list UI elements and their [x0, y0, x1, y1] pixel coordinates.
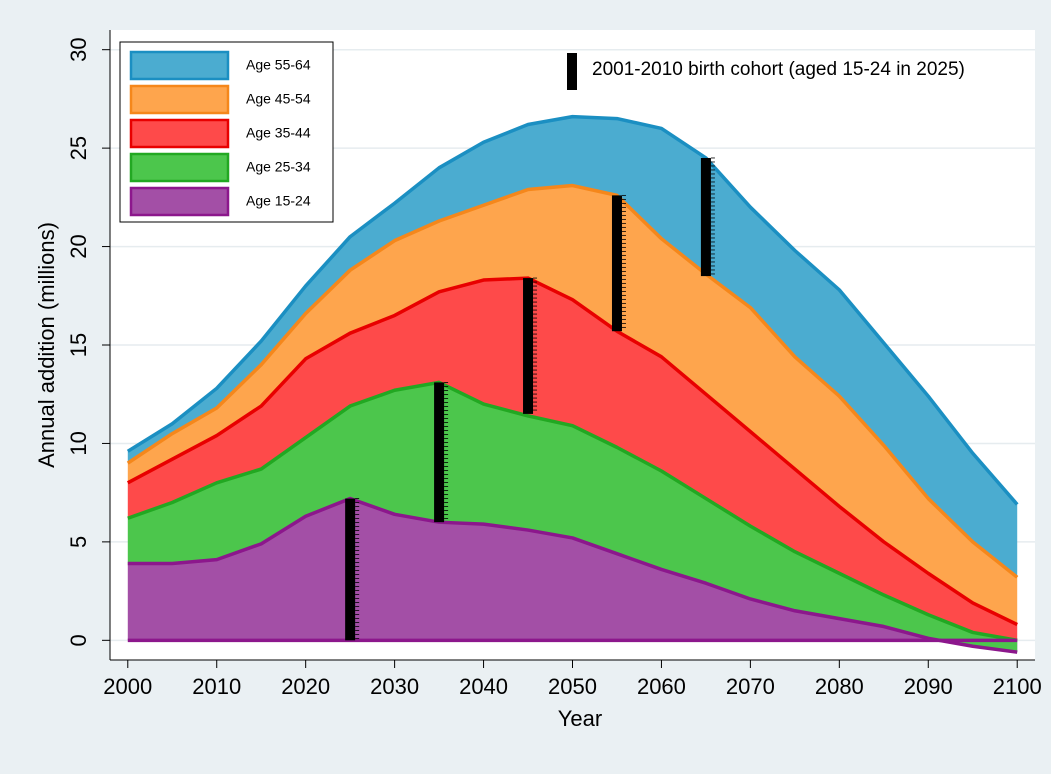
- legend-swatch: [129, 118, 230, 149]
- x-tick-label: 2090: [904, 674, 953, 699]
- x-tick-label: 2030: [370, 674, 419, 699]
- cohort-bar: [434, 382, 445, 523]
- x-tick-label: 2040: [459, 674, 508, 699]
- x-tick-label: 2100: [993, 674, 1042, 699]
- y-tick-label: 30: [66, 37, 91, 61]
- y-tick-label: 10: [66, 431, 91, 455]
- area-line: [126, 276, 1018, 627]
- y-tick-label: 20: [66, 234, 91, 258]
- cohort-bar: [345, 498, 356, 641]
- x-tick-label: 2020: [281, 674, 330, 699]
- legend-swatch: [129, 84, 230, 115]
- y-tick-label: 25: [66, 136, 91, 160]
- legend-swatch: [129, 186, 230, 217]
- legend-swatch: [129, 152, 230, 183]
- legend-label: Age 45-54: [246, 91, 311, 107]
- cohort-bar: [523, 278, 534, 414]
- area-line: [126, 183, 1019, 579]
- area-line: [127, 380, 1018, 643]
- x-tick-label: 2060: [637, 674, 686, 699]
- area-line: [126, 114, 1019, 506]
- area: [127, 185, 1018, 625]
- x-tick-label: 2070: [726, 674, 775, 699]
- x-tick-label: 2010: [192, 674, 241, 699]
- area-line: [127, 496, 1018, 654]
- legend-swatch: [567, 53, 577, 90]
- x-axis-title: Year: [558, 706, 602, 731]
- area: [127, 382, 1018, 653]
- legend-label: Age 55-64: [246, 57, 311, 73]
- area: [127, 116, 1018, 578]
- x-tick-label: 2000: [103, 674, 152, 699]
- legend-swatch: [129, 50, 230, 81]
- y-axis-title: Annual addition (millions): [34, 222, 59, 468]
- y-tick-label: 0: [66, 634, 91, 646]
- y-tick-label: 5: [66, 536, 91, 548]
- cohort-bar: [700, 157, 711, 277]
- cohort-bar: [611, 195, 622, 332]
- legend-label: 2001-2010 birth cohort (aged 15-24 in 20…: [592, 59, 965, 80]
- legend-label: Age 25-34: [246, 159, 311, 175]
- x-tick-label: 2050: [548, 674, 597, 699]
- y-tick-label: 15: [66, 333, 91, 357]
- legend-label: Age 15-24: [246, 193, 311, 209]
- x-tick-label: 2080: [815, 674, 864, 699]
- legend-label: Age 35-44: [246, 125, 311, 141]
